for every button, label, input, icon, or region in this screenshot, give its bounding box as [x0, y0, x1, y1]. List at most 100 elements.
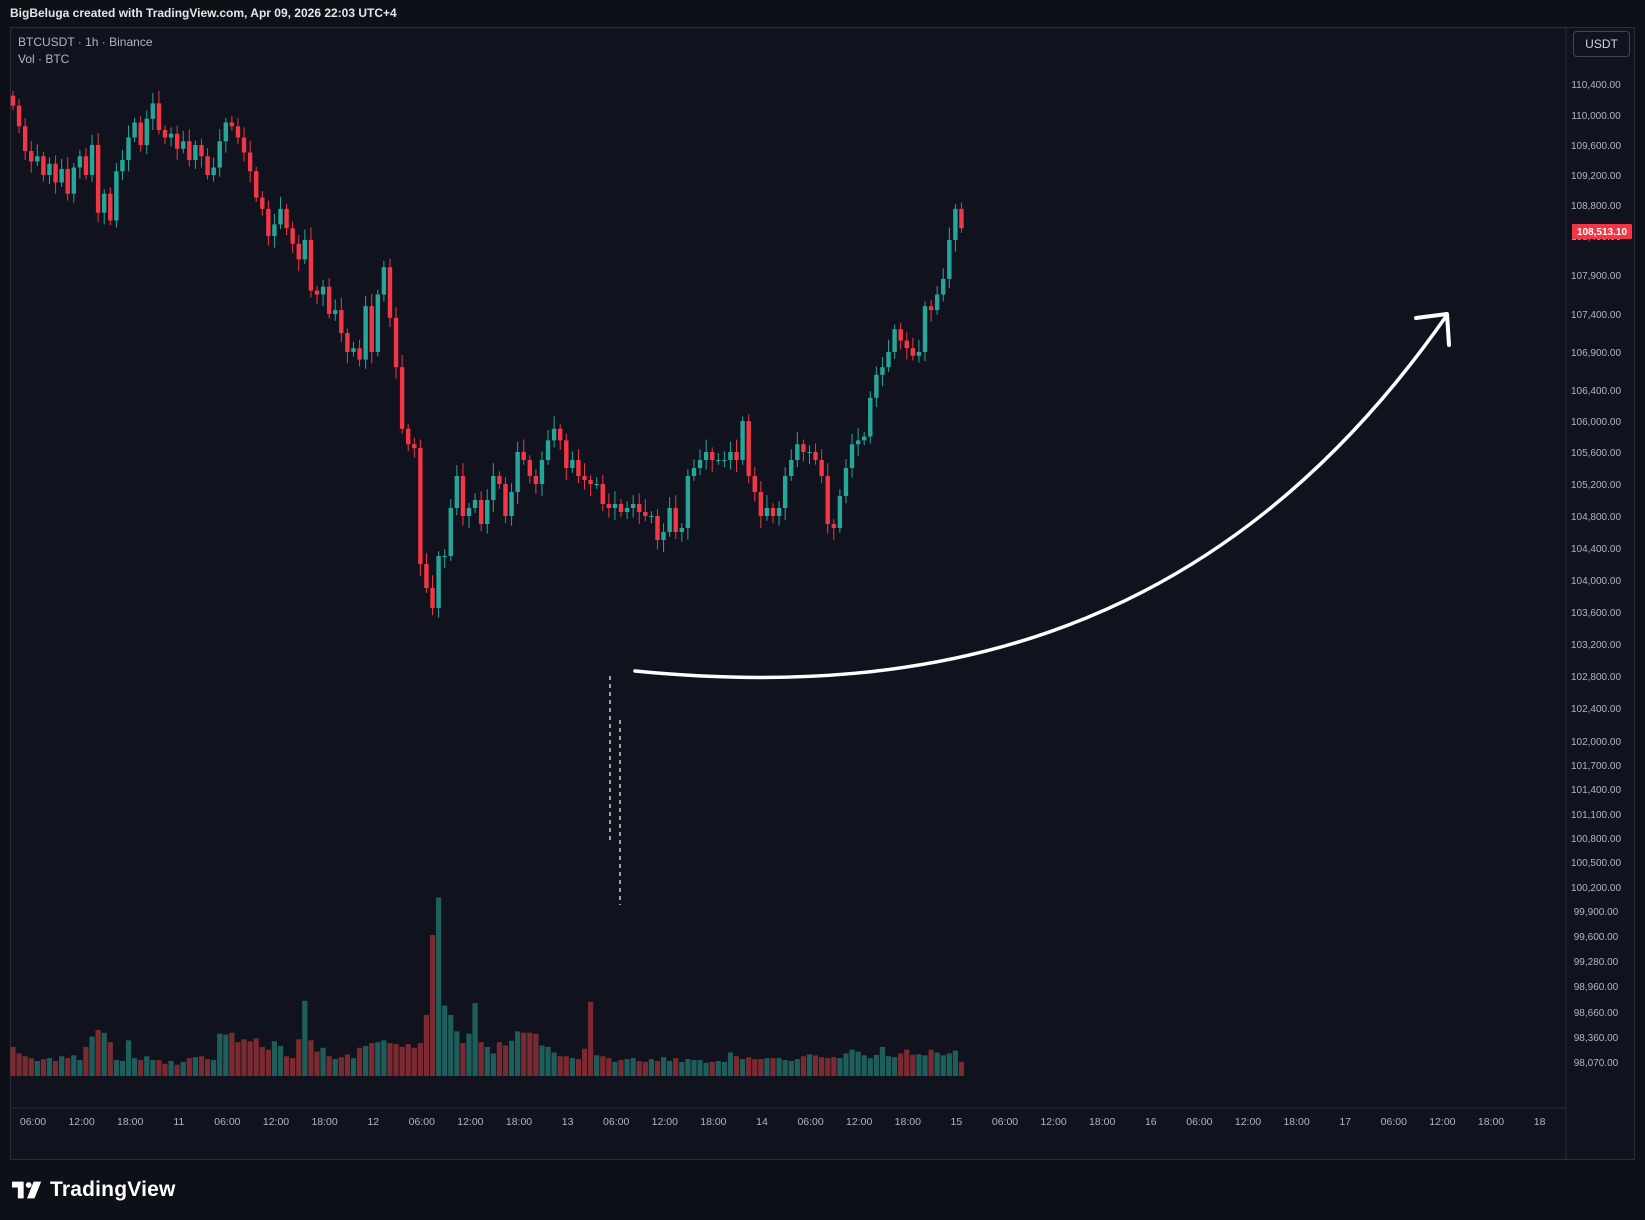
volume-bar [934, 1052, 940, 1076]
candle-body [491, 476, 496, 500]
time-tick-label: 06:00 [603, 1116, 629, 1128]
volume-bar [624, 1059, 630, 1076]
currency-button[interactable]: USDT [1573, 31, 1630, 57]
candle-body [849, 444, 855, 468]
volume-bar [606, 1058, 612, 1076]
candle-body [953, 208, 958, 240]
volume-legend[interactable]: Vol · BTC [18, 52, 70, 66]
volume-bar [387, 1043, 393, 1076]
candle-body [545, 440, 551, 460]
time-tick-label: 12:00 [1040, 1116, 1066, 1128]
candle-body [369, 306, 374, 352]
price-tick-label: 99,900.00 [1574, 907, 1619, 918]
candle-body [539, 460, 545, 484]
volume-bar [727, 1052, 734, 1076]
price-axis[interactable]: 110,400.00 110,000.00 109,600.00 109,200.00… [1565, 27, 1621, 1160]
candle-body [381, 267, 387, 295]
volume-bar [885, 1056, 892, 1076]
candle-body [47, 163, 52, 175]
candle-body [478, 500, 484, 524]
candle-body [83, 156, 89, 175]
volume-bar [393, 1044, 399, 1076]
candle-body [418, 448, 423, 564]
volume-bar [715, 1060, 721, 1076]
volume-bar [806, 1054, 813, 1076]
tradingview-logo-text: TradingView [50, 1178, 176, 1201]
time-tick-label: 12:00 [1429, 1116, 1455, 1128]
time-tick-label: 18:00 [1478, 1116, 1504, 1128]
volume-bar [296, 1039, 302, 1076]
tradingview-logo-icon [12, 1181, 42, 1199]
candle-body [302, 239, 308, 260]
price-tick-label: 103,200.00 [1571, 640, 1621, 651]
volume-bar [265, 1049, 271, 1076]
candle-body [649, 516, 654, 517]
volume-bar [95, 1029, 101, 1076]
candle-body [807, 452, 812, 453]
volume-bar [515, 1031, 521, 1076]
symbol-legend[interactable]: BTCUSDT · 1h · Binance [18, 35, 153, 49]
candle-body [120, 160, 125, 172]
candle-body [728, 452, 733, 460]
volume-bar [344, 1054, 350, 1076]
time-tick-label: 06:00 [214, 1116, 240, 1128]
price-tick-label: 104,800.00 [1571, 512, 1621, 523]
volume-bar [490, 1053, 496, 1076]
volume-bar [271, 1041, 278, 1076]
time-axis[interactable]: 06:00 12:00 18:00 11 06:00 12:00 18:00 12 06:00 1… [10, 1107, 1566, 1128]
candle-body [266, 208, 271, 236]
candle-body [612, 504, 618, 508]
volume-bar [460, 1043, 466, 1076]
candle-body [132, 122, 137, 138]
volume-bar [618, 1060, 624, 1076]
candle-body [351, 348, 356, 352]
candle-body [187, 141, 192, 160]
candle-body [801, 444, 806, 452]
volume-bar [758, 1059, 764, 1076]
candle-body [217, 141, 222, 168]
volume-bar [673, 1058, 679, 1076]
time-tick-label: 15 [951, 1116, 963, 1128]
candle-body [922, 306, 928, 352]
candle-body [326, 286, 332, 314]
volume-bar [217, 1033, 223, 1076]
volume-bar [314, 1051, 320, 1076]
candle-body [600, 484, 605, 504]
volume-bar [898, 1053, 904, 1076]
candle-body [126, 137, 131, 160]
candle-body [722, 460, 727, 461]
price-tick-label: 105,200.00 [1571, 480, 1621, 491]
volume-bar [782, 1060, 788, 1076]
volume-bar [697, 1060, 703, 1076]
candle-body [673, 508, 678, 532]
arrow-curve [633, 313, 1449, 680]
volume-bar [119, 1060, 126, 1076]
volume-bar [819, 1057, 825, 1076]
volume-bar [721, 1061, 727, 1076]
time-tick-label: 18 [1534, 1116, 1546, 1128]
time-tick-label: 11 [173, 1116, 184, 1128]
time-tick-label: 06:00 [1186, 1116, 1212, 1128]
candle-body [880, 367, 885, 375]
price-tick-label: 98,660.00 [1574, 1008, 1619, 1019]
volume-bar [10, 1046, 16, 1076]
tradingview-logo[interactable]: TradingView [12, 1178, 176, 1202]
candle-body [509, 492, 514, 516]
volume-bar [253, 1038, 259, 1076]
candle-body [296, 243, 301, 260]
candle-body [691, 468, 697, 476]
candle-body [59, 169, 64, 183]
volume-bar [22, 1056, 28, 1076]
candle-body [71, 167, 76, 194]
candle-body [710, 452, 715, 460]
volume-bar [551, 1052, 557, 1076]
candle-body [892, 329, 897, 352]
candle-body [53, 163, 58, 183]
volume-bar [235, 1042, 241, 1076]
volume-bar [764, 1058, 770, 1076]
volume-bar [770, 1058, 776, 1076]
price-tick-label: 102,400.00 [1571, 704, 1621, 715]
candle-body [521, 452, 526, 460]
time-tick-label: 12:00 [652, 1116, 678, 1128]
